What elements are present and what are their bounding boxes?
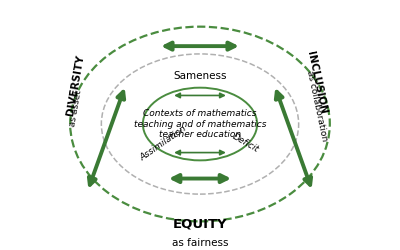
- Text: INCLUSION: INCLUSION: [305, 50, 328, 115]
- Ellipse shape: [143, 88, 257, 160]
- Text: DIVERSITY: DIVERSITY: [65, 54, 86, 116]
- Text: EQUITY: EQUITY: [173, 218, 227, 230]
- Text: as collaboration: as collaboration: [305, 70, 329, 142]
- Text: Deficit: Deficit: [231, 132, 260, 155]
- Text: Contexts of mathematics
teaching and of mathematics
teacher education: Contexts of mathematics teaching and of …: [134, 109, 266, 139]
- Text: as fairness: as fairness: [172, 238, 228, 248]
- Text: as asset: as asset: [68, 90, 83, 128]
- Text: Sameness: Sameness: [173, 71, 227, 81]
- Text: Assimilation: Assimilation: [139, 124, 189, 163]
